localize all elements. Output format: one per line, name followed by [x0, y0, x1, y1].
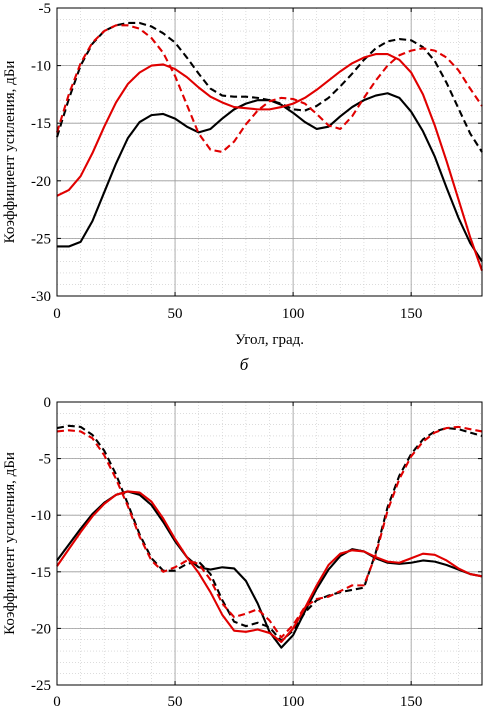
y-axis-label: Коэффициент усиления, дБи	[2, 452, 18, 635]
plot-frame	[56, 7, 483, 297]
y-tick-label: -5	[39, 452, 52, 468]
x-tick-label: 100	[282, 694, 305, 708]
y-tick-label: -20	[31, 174, 51, 190]
x-tick-label: 0	[53, 694, 61, 708]
x-tick-label: 0	[53, 306, 61, 322]
x-tick-label: 50	[168, 694, 183, 708]
series-line-4	[55, 24, 483, 154]
y-tick-label: -20	[31, 621, 51, 637]
y-tick-label: -15	[31, 565, 51, 581]
y-tick-label: 0	[44, 395, 52, 411]
y-tick-label: -5	[39, 1, 52, 17]
y-tick-label: -10	[31, 508, 51, 524]
chart-bottom: 0 50 100 150 -25 -20 -15 -10 -5 0 Коэффициент усил…	[2, 395, 483, 708]
y-tick-label: -25	[31, 678, 51, 694]
series-line-2	[55, 21, 483, 153]
y-axis-label: Коэффициент усиления, дБи	[2, 61, 18, 244]
x-tick-label: 100	[282, 306, 305, 322]
y-tick-label: -25	[31, 231, 51, 247]
x-tick-label: 50	[168, 306, 183, 322]
panel-letter-b: б	[240, 355, 249, 374]
x-tick-label: 150	[400, 306, 423, 322]
x-axis-label: Угол, град.	[235, 332, 304, 348]
y-tick-label: -15	[31, 116, 51, 132]
series-line-2	[56, 424, 483, 642]
series-line-3	[56, 490, 483, 644]
plot-frame	[56, 401, 483, 686]
series-line-3	[56, 53, 483, 272]
chart-top: 0 50 100 150 -30 -25 -20 -15 -10 -5 Угол, град. Коэ…	[2, 1, 483, 348]
series-line-4	[56, 425, 483, 639]
x-tick-label: 150	[400, 694, 423, 708]
y-tick-label: -30	[31, 289, 51, 305]
y-tick-label: -10	[31, 59, 51, 75]
